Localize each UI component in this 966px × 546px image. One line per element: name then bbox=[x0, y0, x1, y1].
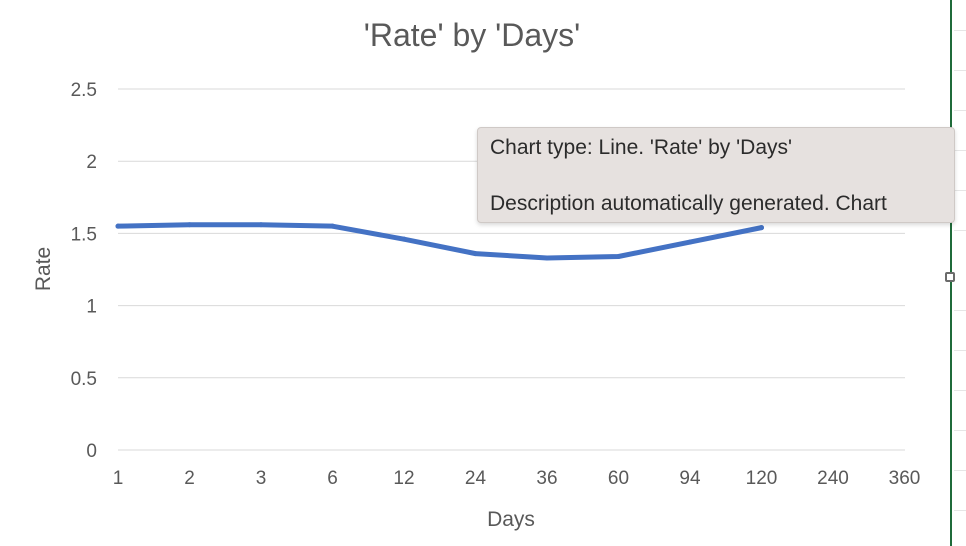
sheet-gridline bbox=[954, 150, 966, 151]
data-point[interactable] bbox=[258, 222, 264, 228]
data-point[interactable] bbox=[330, 223, 335, 229]
alt-text-tooltip: Chart type: Line. 'Rate' by 'Days' Descr… bbox=[477, 127, 955, 223]
sheet-gridline bbox=[954, 30, 966, 31]
sheet-gridline bbox=[954, 470, 966, 471]
x-tick-label: 60 bbox=[608, 468, 629, 489]
y-tick-label: 1 bbox=[86, 297, 97, 318]
sheet-gridline bbox=[954, 190, 966, 191]
series-line-rate[interactable] bbox=[115, 222, 764, 261]
x-tick-label: 2 bbox=[184, 468, 195, 489]
data-point[interactable] bbox=[544, 255, 550, 261]
x-tick-label: 94 bbox=[679, 468, 701, 489]
y-tick-label: 2 bbox=[86, 152, 97, 173]
sheet-gridline bbox=[954, 390, 966, 391]
resize-handle-icon[interactable] bbox=[945, 272, 955, 282]
tooltip-line-description: Description automatically generated. Cha… bbox=[490, 192, 887, 215]
data-point[interactable] bbox=[115, 223, 121, 229]
chart-title: 'Rate' by 'Days' bbox=[364, 17, 581, 53]
y-tick-label: 0.5 bbox=[71, 369, 97, 390]
x-axis-tick-labels: 1 2 3 6 12 24 36 60 94 120 240 360 bbox=[113, 468, 921, 489]
x-axis-title: Days bbox=[487, 508, 535, 531]
sheet-gridline bbox=[954, 230, 966, 231]
x-tick-label: 3 bbox=[256, 468, 267, 489]
x-tick-label: 36 bbox=[536, 468, 557, 489]
x-tick-label: 12 bbox=[393, 468, 414, 489]
data-point[interactable] bbox=[401, 236, 407, 242]
data-point[interactable] bbox=[687, 239, 693, 245]
series-group[interactable] bbox=[115, 222, 765, 261]
x-tick-label: 24 bbox=[465, 468, 487, 489]
data-point[interactable] bbox=[759, 225, 764, 231]
data-point[interactable] bbox=[187, 222, 192, 228]
y-tick-label: 1.5 bbox=[71, 224, 97, 245]
x-tick-label: 6 bbox=[327, 468, 338, 489]
sheet-gridline bbox=[954, 310, 966, 311]
sheet-gridline bbox=[954, 510, 966, 511]
tooltip-line-chart-type: Chart type: Line. 'Rate' by 'Days' bbox=[490, 136, 793, 159]
x-tick-label: 240 bbox=[817, 468, 849, 489]
x-tick-label: 360 bbox=[889, 468, 921, 489]
sheet-gridline bbox=[954, 350, 966, 351]
x-tick-label: 120 bbox=[746, 468, 778, 489]
sheet-gridline bbox=[954, 110, 966, 111]
x-tick-label: 1 bbox=[113, 468, 124, 489]
sheet-gridline bbox=[954, 430, 966, 431]
y-tick-label: 2.5 bbox=[71, 80, 97, 101]
data-point[interactable] bbox=[616, 254, 621, 260]
y-axis-title: Rate bbox=[32, 247, 55, 291]
sheet-gridline bbox=[954, 70, 966, 71]
y-tick-label: 0 bbox=[86, 441, 97, 462]
data-point[interactable] bbox=[473, 251, 478, 257]
y-axis-tick-labels: 0 0.5 1 1.5 2 2.5 bbox=[71, 80, 97, 462]
